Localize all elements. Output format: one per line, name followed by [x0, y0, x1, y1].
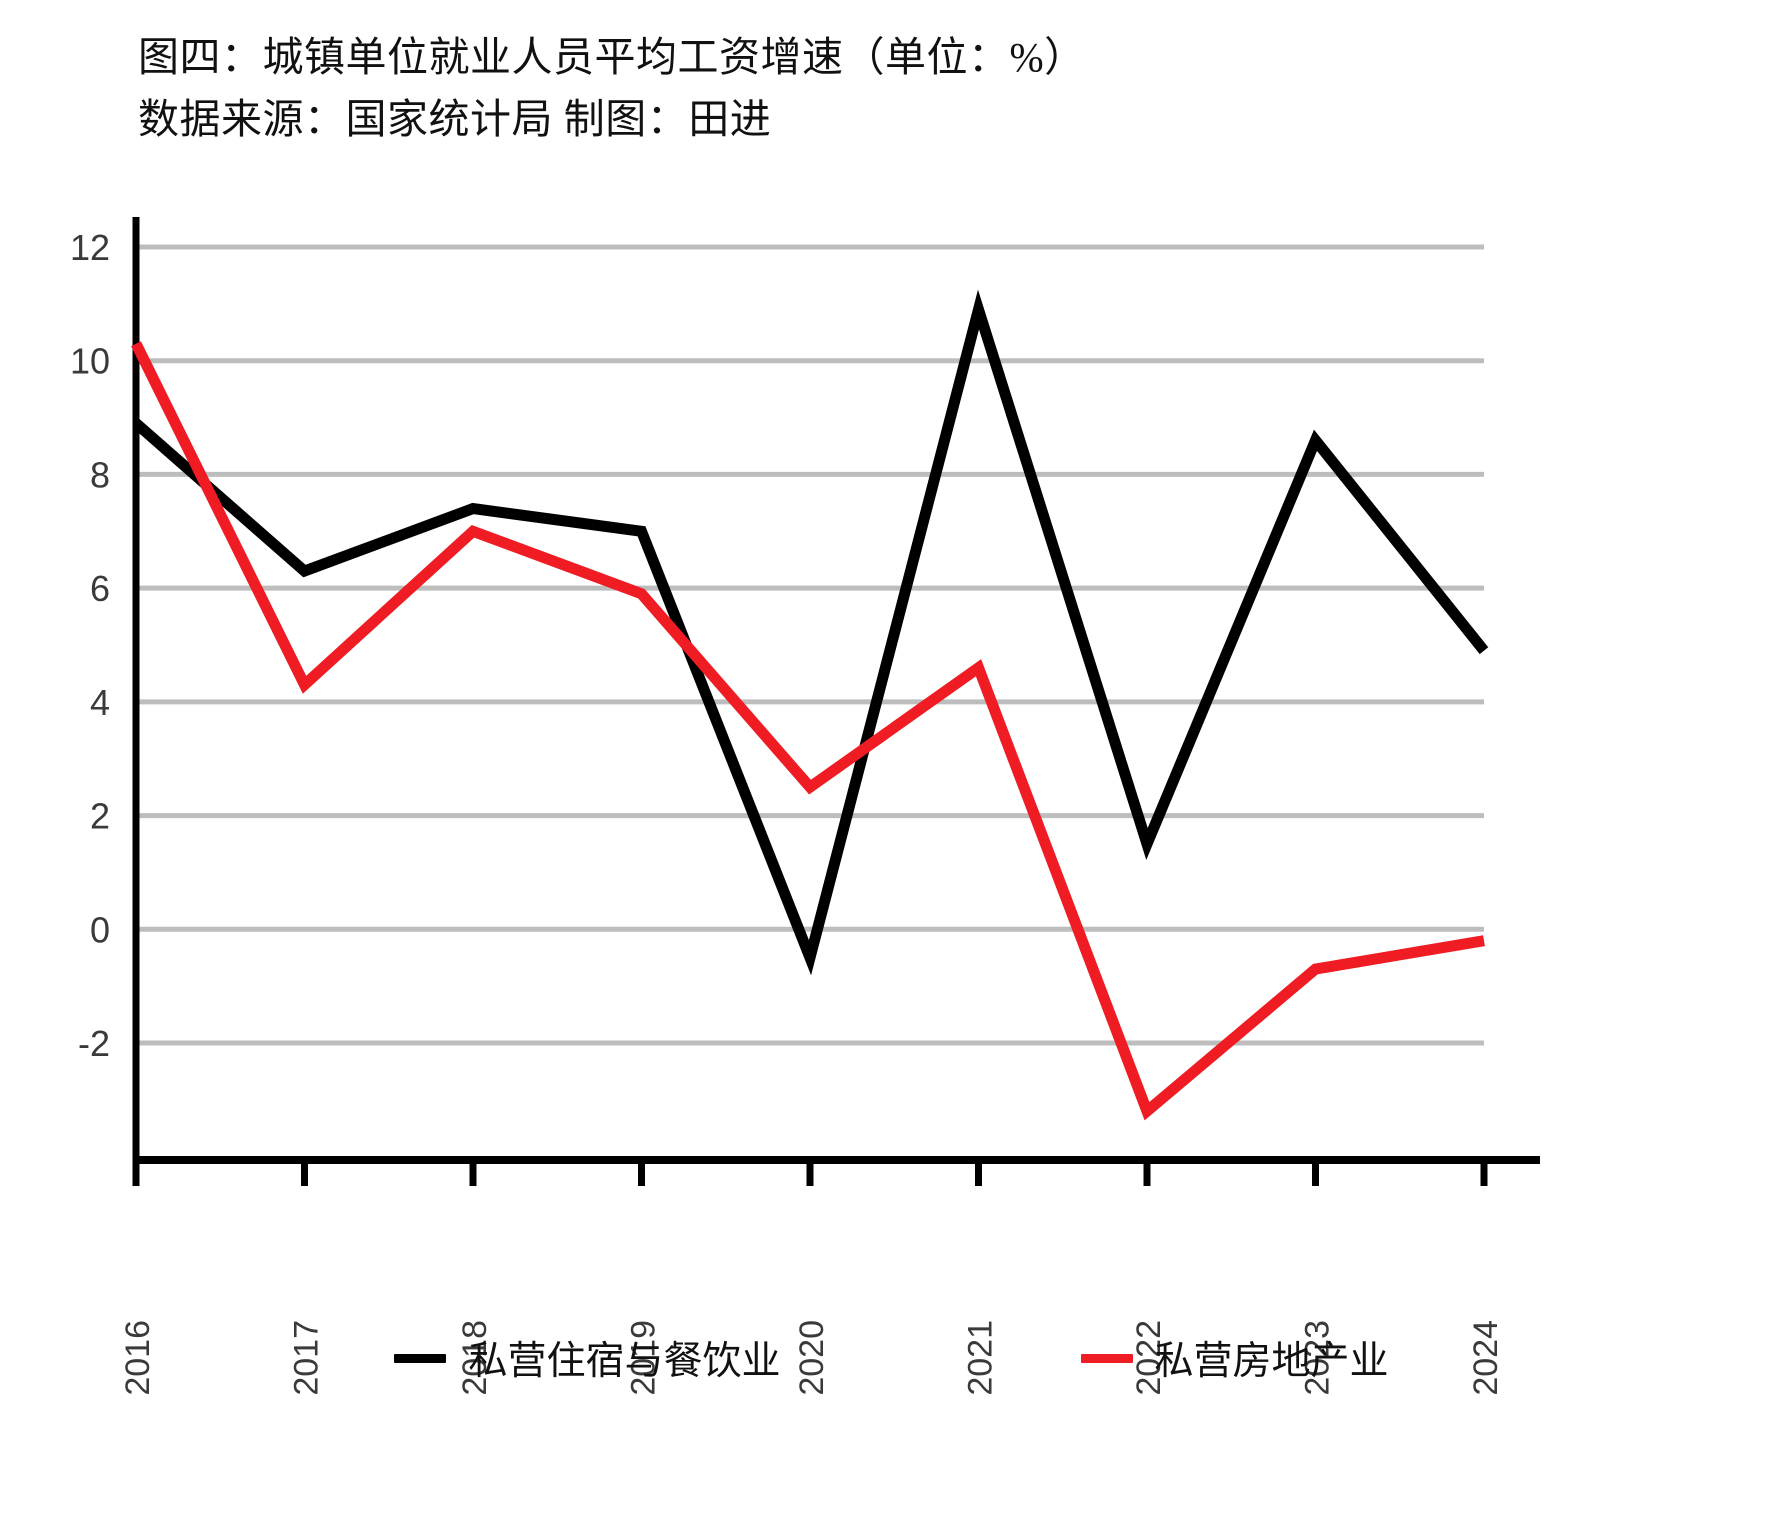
- legend-swatch-black: [394, 1353, 447, 1363]
- y-axis-tick-label: 2: [90, 796, 110, 837]
- y-axis-tick-label: -2: [78, 1023, 110, 1064]
- y-axis-tick-label: 8: [90, 454, 110, 495]
- series-line-0: [132, 289, 1489, 976]
- page-title: 图四：城镇单位就业人员平均工资增速（单位：%）: [138, 34, 1086, 80]
- source-caption: 数据来源：国家统计局 制图：田进: [138, 96, 772, 143]
- x-axis-tick-label: 2023: [1299, 1320, 1337, 1396]
- legend-label-1: 私营房地产业: [1154, 1340, 1389, 1383]
- x-axis-tick-label: 2019: [625, 1320, 663, 1396]
- x-axis-tick-label: 2018: [456, 1320, 494, 1396]
- x-axis-tick-label: 2022: [1130, 1320, 1168, 1396]
- x-axis-tick-label: 2017: [288, 1320, 326, 1396]
- x-axis-tick-label: 2021: [962, 1320, 1000, 1396]
- y-axis-tick-label: 10: [70, 341, 110, 382]
- y-axis-tick-label: 0: [90, 909, 110, 950]
- y-axis-tick-label: 4: [90, 682, 110, 723]
- legend-item-1: 私营房地产业: [1080, 1330, 1389, 1386]
- x-axis-tick-label: 2024: [1467, 1320, 1505, 1396]
- chart-legend: 私营住宿与餐饮业 私营房地产业: [0, 1330, 1783, 1386]
- x-axis-tick-label: 2016: [119, 1320, 157, 1396]
- legend-label-0: 私营住宿与餐饮业: [468, 1340, 781, 1383]
- y-axis-tick-label: 12: [70, 227, 110, 268]
- legend-swatch-red: [1080, 1353, 1133, 1363]
- series-line-1: [131, 341, 1485, 1121]
- title-block: 图四：城镇单位就业人员平均工资增速（单位：%） 数据来源：国家统计局 制图：田进: [138, 26, 1438, 151]
- x-axis-tick-label: 2020: [793, 1320, 831, 1396]
- y-axis-tick-label: 6: [90, 568, 110, 609]
- legend-item-0: 私营住宿与餐饮业: [394, 1330, 781, 1386]
